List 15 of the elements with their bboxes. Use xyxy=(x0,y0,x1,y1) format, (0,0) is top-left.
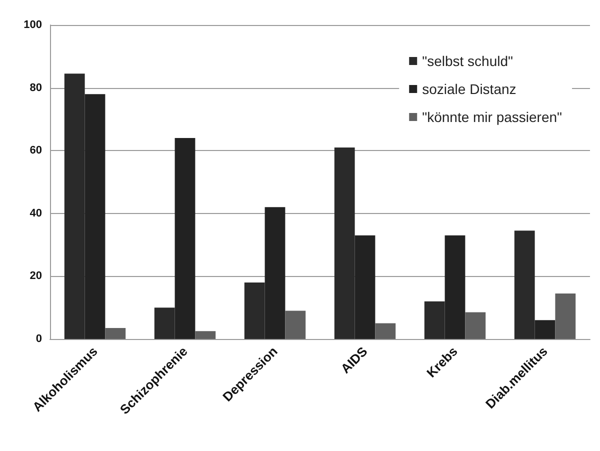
y-tick-label: 0 xyxy=(36,333,42,345)
y-tick-label: 40 xyxy=(30,207,42,220)
bar xyxy=(375,323,396,339)
bar xyxy=(105,328,126,339)
legend-label: "könnte mir passieren" xyxy=(422,109,562,125)
y-tick-label: 60 xyxy=(30,144,42,157)
y-tick-label: 100 xyxy=(24,19,42,31)
legend-label: "selbst schuld" xyxy=(422,53,514,69)
legend-label: soziale Distanz xyxy=(422,81,516,97)
bar xyxy=(555,293,576,339)
bar xyxy=(465,312,486,339)
y-tick-label: 20 xyxy=(30,270,42,282)
bar xyxy=(285,310,306,339)
y-tick-label: 80 xyxy=(30,82,42,94)
bar xyxy=(195,331,216,339)
